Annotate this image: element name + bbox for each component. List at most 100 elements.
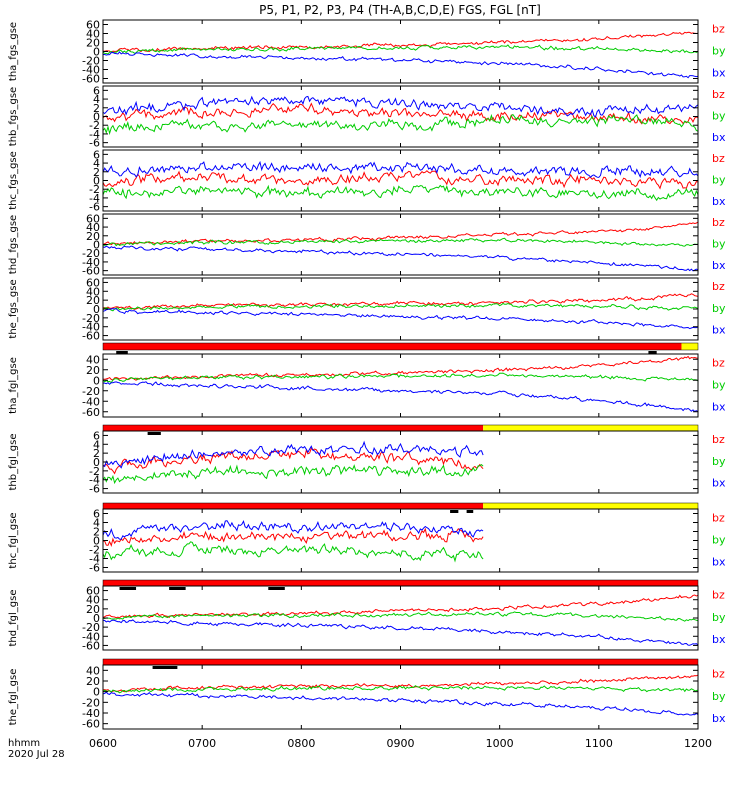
y-tick-label: 40 [86, 594, 100, 607]
legend-bx: bx [712, 131, 726, 144]
y-tick-label: -60 [82, 718, 100, 731]
legend-by: by [712, 611, 726, 624]
status-segment-yellow [483, 503, 698, 509]
y-tick-label: -20 [82, 696, 100, 709]
series-line-by [103, 237, 698, 247]
series-line-by [103, 685, 698, 694]
legend-bx: bx [712, 66, 726, 79]
series-line-bx [103, 619, 698, 646]
x-tick-label: 1100 [585, 737, 613, 750]
status-mark [169, 587, 186, 590]
y-tick-label: -4 [89, 192, 100, 205]
series-line-bx [103, 381, 698, 413]
y-tick-label: -60 [82, 265, 100, 278]
status-segment-red [103, 503, 484, 509]
x-tick-label: 0800 [287, 737, 315, 750]
series-line-bx [103, 691, 698, 716]
series-line-bz [103, 293, 698, 310]
legend-by: by [712, 533, 726, 546]
legend-bx: bx [712, 195, 726, 208]
legend-bx: bx [712, 633, 726, 646]
y-tick-label: 40 [86, 221, 100, 234]
y-tick-label: 4 [93, 517, 100, 530]
y-axis-label: tha_fgs_gse [8, 22, 19, 81]
panel-frame [102, 213, 699, 276]
series-line-bz [103, 170, 698, 190]
y-tick-label: -40 [82, 256, 100, 269]
series-line-bz [103, 447, 484, 475]
y-tick-label: 20 [86, 603, 100, 616]
series-line-by [103, 113, 698, 136]
series-line-bx [103, 440, 484, 469]
legend-bz: bz [712, 152, 725, 165]
y-axis-label: thb_fgl_gse [8, 434, 19, 491]
y-tick-label: 0 [93, 111, 100, 124]
y-tick-label: 2 [93, 447, 100, 460]
y-tick-label: 2 [93, 102, 100, 115]
y-tick-label: -4 [89, 128, 100, 141]
legend-bz: bz [712, 356, 725, 369]
legend-by: by [712, 44, 726, 57]
status-bar [102, 342, 699, 354]
legend-bx: bx [712, 324, 726, 337]
series-line-bx [103, 308, 698, 330]
y-tick-label: -40 [82, 321, 100, 334]
x-tick-label: 0700 [188, 737, 216, 750]
y-tick-label: -6 [89, 137, 100, 150]
legend-bx: bx [712, 712, 726, 725]
panel-frame [102, 664, 699, 730]
y-tick-label: 40 [86, 28, 100, 41]
status-mark [119, 587, 137, 590]
y-tick-label: -2 [89, 465, 100, 478]
status-segment-yellow [483, 425, 698, 431]
series-line-bx [103, 520, 484, 540]
y-tick-label: -40 [82, 64, 100, 77]
status-segment-red [103, 580, 698, 586]
y-axis-label: the_fgs_gse [8, 279, 19, 338]
y-axis-label: tha_fgl_gse [8, 357, 19, 414]
y-axis-label: thb_fgs_gse [8, 87, 19, 146]
series-line-by [103, 44, 698, 55]
y-tick-label: 0 [93, 374, 100, 387]
legend-bz: bz [712, 511, 725, 524]
series-line-by [103, 611, 698, 622]
y-axis-label: thd_fgs_gse [8, 215, 19, 274]
series-line-bz [103, 221, 698, 246]
legend-by: by [712, 378, 726, 391]
status-segment-red [103, 425, 484, 431]
panel-frame [102, 585, 699, 651]
panel-frame [102, 508, 699, 573]
legend-bz: bz [712, 22, 725, 35]
legend-bx: bx [712, 477, 726, 490]
status-mark [648, 351, 657, 354]
y-tick-label: -4 [89, 474, 100, 487]
series-line-bx [103, 51, 698, 79]
y-tick-label: 0 [93, 46, 100, 59]
y-tick-label: -60 [82, 406, 100, 419]
series-line-bz [103, 355, 698, 381]
status-segment-red [103, 343, 682, 350]
x-tick-label: 1000 [486, 737, 514, 750]
y-tick-label: 40 [86, 664, 100, 677]
y-tick-label: -60 [82, 330, 100, 343]
legend-bz: bz [712, 588, 725, 601]
y-tick-label: 4 [93, 438, 100, 451]
y-tick-label: 60 [86, 212, 100, 225]
y-axis-label: the_fgl_gse [8, 669, 19, 726]
y-axis-label: thc_fgs_gse [8, 151, 19, 210]
x-axis: 0600 0700 0800 0900 1000 1100 1200 [89, 737, 712, 750]
y-tick-label: -2 [89, 544, 100, 557]
y-tick-label: 0 [93, 456, 100, 469]
status-segment-yellow [681, 343, 698, 350]
legend-by: by [712, 109, 726, 122]
y-tick-label: -60 [82, 639, 100, 652]
legend-by: by [712, 455, 726, 468]
y-tick-label: 20 [86, 37, 100, 50]
